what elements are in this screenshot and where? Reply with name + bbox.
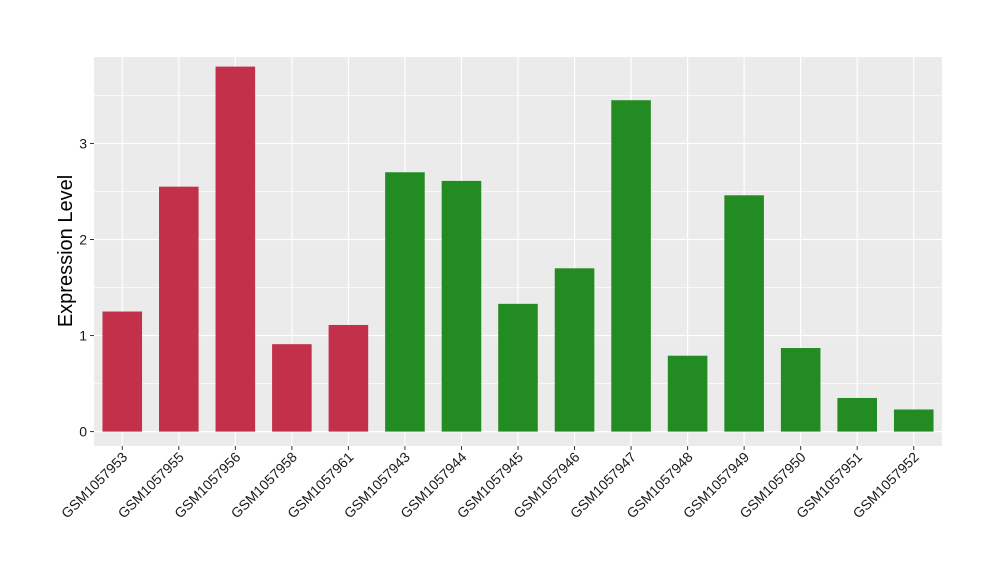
bar	[159, 186, 199, 432]
bar	[780, 348, 821, 432]
y-axis-title: Expression Level	[55, 175, 77, 327]
y-tick-label: 2	[79, 231, 87, 247]
x-axis: GSM1057953GSM1057955GSM1057956GSM1057958…	[58, 446, 922, 521]
bar	[498, 303, 538, 432]
bar	[724, 195, 764, 432]
bar	[837, 397, 877, 432]
bar	[328, 324, 369, 432]
bar	[385, 172, 425, 432]
bar	[441, 180, 482, 432]
bar	[102, 311, 143, 432]
bars	[102, 66, 934, 432]
bar	[272, 344, 312, 432]
bar	[667, 355, 708, 432]
y-tick-label: 3	[79, 135, 87, 151]
bar	[611, 100, 651, 432]
bar	[893, 409, 934, 432]
bar	[215, 66, 256, 432]
y-tick-label: 1	[79, 328, 87, 344]
y-axis: 0 1 2 3	[79, 135, 94, 440]
y-tick-label: 0	[79, 424, 87, 440]
bar	[554, 268, 595, 432]
